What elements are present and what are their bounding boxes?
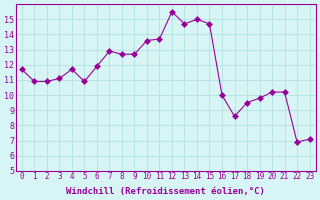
X-axis label: Windchill (Refroidissement éolien,°C): Windchill (Refroidissement éolien,°C) <box>66 187 265 196</box>
